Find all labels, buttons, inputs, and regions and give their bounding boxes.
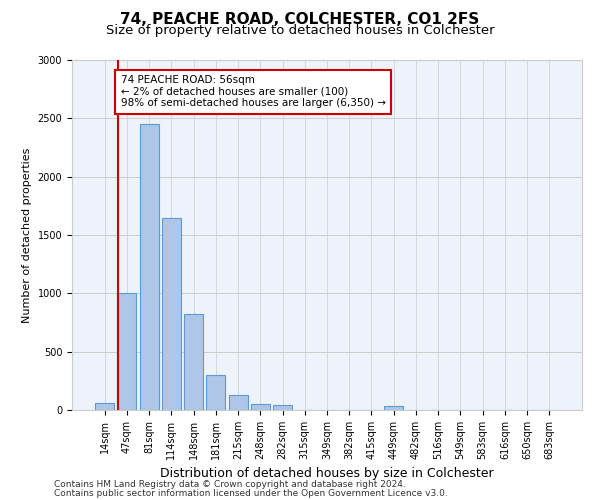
Bar <box>273 405 292 410</box>
Text: Contains HM Land Registry data © Crown copyright and database right 2024.: Contains HM Land Registry data © Crown c… <box>54 480 406 489</box>
Y-axis label: Number of detached properties: Number of detached properties <box>22 148 32 322</box>
Bar <box>384 406 403 410</box>
Text: Size of property relative to detached houses in Colchester: Size of property relative to detached ho… <box>106 24 494 37</box>
Bar <box>162 218 181 410</box>
X-axis label: Distribution of detached houses by size in Colchester: Distribution of detached houses by size … <box>160 468 494 480</box>
Text: Contains public sector information licensed under the Open Government Licence v3: Contains public sector information licen… <box>54 488 448 498</box>
Bar <box>229 395 248 410</box>
Text: 74, PEACHE ROAD, COLCHESTER, CO1 2FS: 74, PEACHE ROAD, COLCHESTER, CO1 2FS <box>121 12 479 28</box>
Text: 74 PEACHE ROAD: 56sqm
← 2% of detached houses are smaller (100)
98% of semi-deta: 74 PEACHE ROAD: 56sqm ← 2% of detached h… <box>121 75 386 108</box>
Bar <box>95 403 114 410</box>
Bar <box>251 404 270 410</box>
Bar <box>184 314 203 410</box>
Bar <box>140 124 158 410</box>
Bar <box>206 375 225 410</box>
Bar <box>118 294 136 410</box>
